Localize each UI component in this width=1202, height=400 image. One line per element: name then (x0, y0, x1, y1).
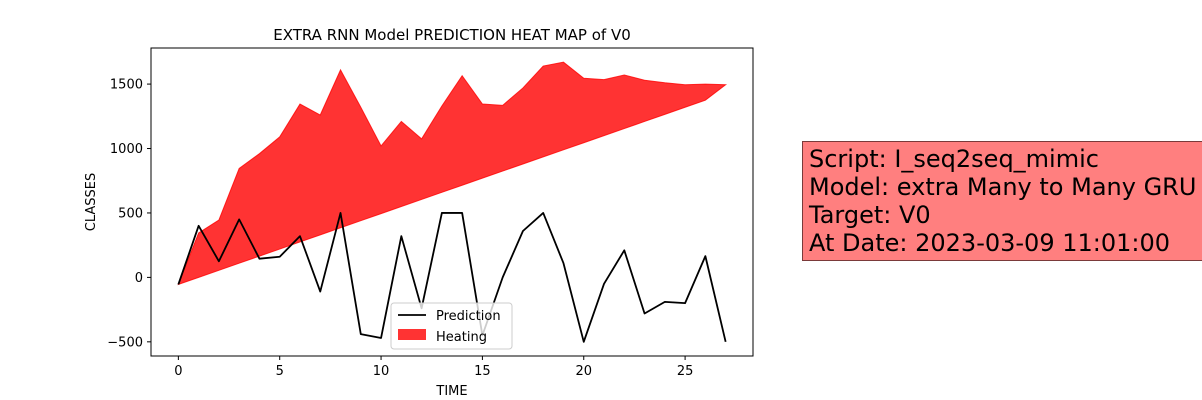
heating-area-layer (177, 61, 728, 286)
heating-area (177, 61, 728, 286)
y-tick-label: 500 (118, 206, 143, 221)
chart-title: EXTRA RNN Model PREDICTION HEAT MAP of V… (273, 26, 631, 44)
x-axis-label: TIME (435, 384, 467, 399)
info-date: At Date: 2023-03-09 11:01:00 (809, 229, 1171, 257)
x-tick-label: 0 (174, 364, 182, 379)
info-script: Script: I_seq2seq_mimic (809, 145, 1099, 173)
info-box: Script: I_seq2seq_mimic Model: extra Man… (802, 141, 1202, 261)
x-tick-label: 5 (276, 364, 284, 379)
legend-prediction-label: Prediction (436, 309, 501, 324)
legend: Prediction Heating (390, 302, 513, 350)
plot-frame (150, 47, 754, 357)
chart: 0 5 10 15 20 25 −500 0 500 1000 1500 EXTRA RNN Mo… (84, 26, 754, 399)
x-tick-label: 20 (575, 364, 592, 379)
info-model: Model: extra Many to Many GRU (809, 173, 1197, 201)
x-tick-label: 10 (373, 364, 390, 379)
prediction-line-layer (177, 212, 727, 343)
info-target: Target: V0 (809, 201, 931, 229)
legend-heating-swatch (398, 329, 426, 340)
y-ticks: −500 0 500 1000 1500 (107, 78, 151, 350)
x-tick-label: 25 (677, 364, 694, 379)
y-tick-label: 1500 (110, 78, 143, 93)
legend-heating-label: Heating (436, 330, 487, 345)
y-axis-label: CLASSES (84, 173, 99, 231)
prediction-line (177, 212, 727, 343)
x-ticks: 0 5 10 15 20 25 (174, 356, 693, 379)
y-tick-label: −500 (107, 335, 143, 350)
y-tick-label: 0 (135, 271, 143, 286)
y-tick-label: 1000 (110, 142, 143, 157)
x-tick-label: 15 (474, 364, 491, 379)
